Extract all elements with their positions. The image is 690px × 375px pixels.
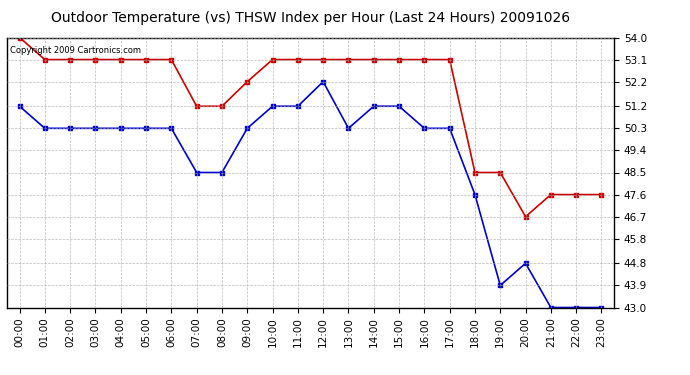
Text: Outdoor Temperature (vs) THSW Index per Hour (Last 24 Hours) 20091026: Outdoor Temperature (vs) THSW Index per …	[51, 11, 570, 25]
Text: Copyright 2009 Cartronics.com: Copyright 2009 Cartronics.com	[10, 46, 141, 55]
